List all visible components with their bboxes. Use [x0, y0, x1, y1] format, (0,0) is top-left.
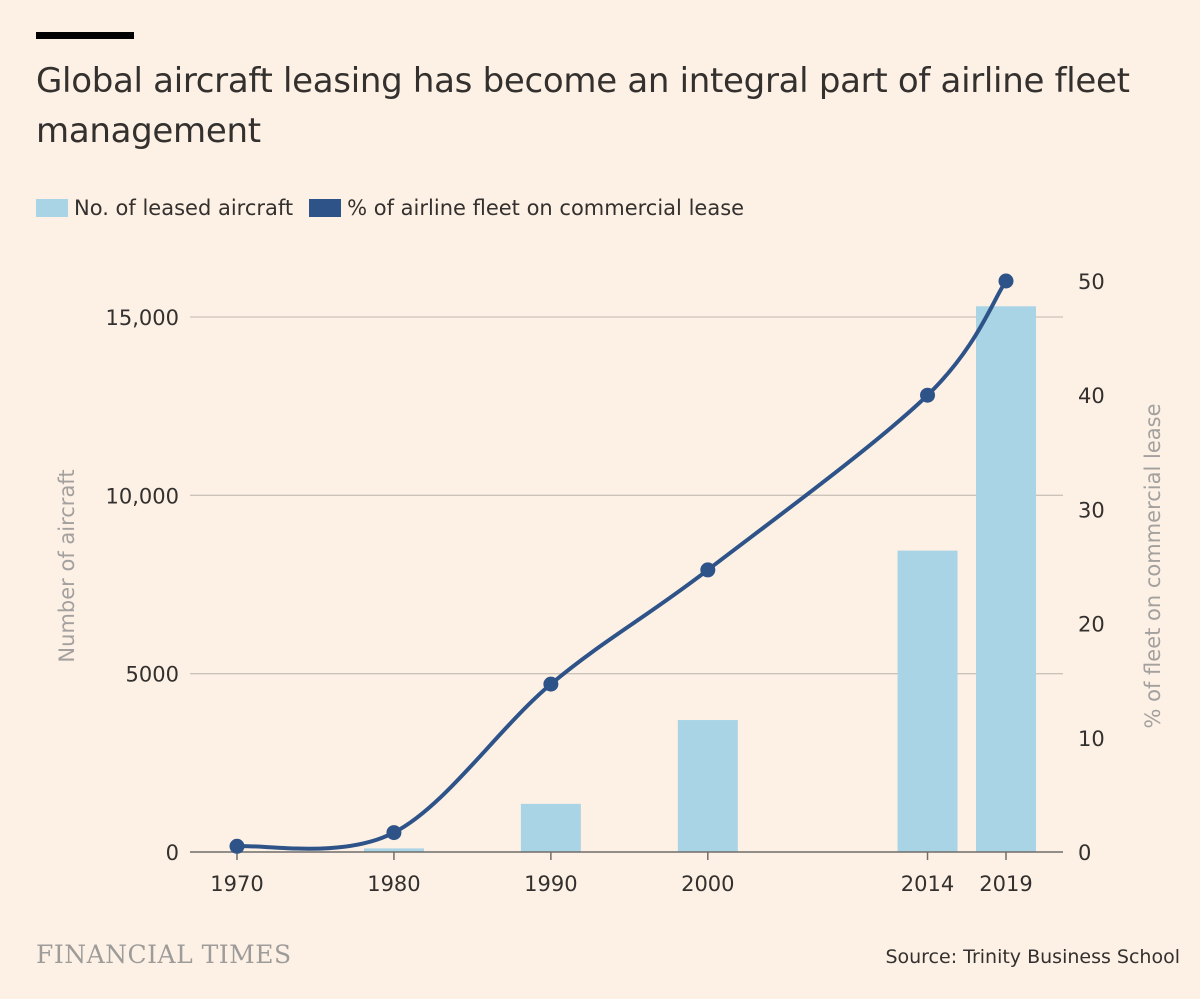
- legend-item-fleet-percentage: % of airline fleet on commercial lease: [309, 196, 744, 220]
- y-tick-label: 5000: [126, 663, 179, 687]
- legend-swatch-leased-aircraft: [36, 199, 68, 217]
- y2-tick-label: 10: [1078, 727, 1105, 751]
- x-tick-label: 1980: [367, 872, 420, 896]
- bar: [897, 550, 958, 852]
- y2-axis-title: % of fleet on commercial lease: [1141, 404, 1165, 729]
- bar: [520, 803, 581, 852]
- y-tick-label: 0: [166, 841, 179, 865]
- title-rule: [36, 32, 134, 39]
- chart-title: Global aircraft leasing has become an in…: [36, 61, 1130, 151]
- fleet-percentage-point: [920, 387, 936, 403]
- fleet-percentage-point: [386, 825, 402, 841]
- bar: [363, 848, 424, 852]
- fleet-percentage-point: [543, 676, 559, 692]
- y2-tick-label: 30: [1078, 498, 1105, 522]
- x-tick-label: 1990: [524, 872, 577, 896]
- y2-tick-label: 50: [1078, 270, 1105, 294]
- x-tick-label: 2014: [901, 872, 954, 896]
- fleet-percentage-point: [229, 838, 245, 854]
- y2-tick-label: 40: [1078, 384, 1105, 408]
- x-tick-label: 2019: [979, 872, 1032, 896]
- fleet-percentage-point: [700, 562, 716, 578]
- legend-swatch-fleet-percentage: [309, 199, 342, 217]
- y-tick-label: 15,000: [106, 306, 179, 330]
- fleet-percentage-point: [998, 273, 1014, 289]
- x-tick-label: 1970: [210, 872, 263, 896]
- y2-tick-label: 0: [1078, 841, 1091, 865]
- legend-item-leased-aircraft: No. of leased aircraft: [36, 196, 293, 220]
- y2-tick-label: 20: [1078, 613, 1105, 637]
- y-axis-title: Number of aircraft: [55, 469, 79, 662]
- legend-label-leased-aircraft: No. of leased aircraft: [74, 196, 294, 220]
- source-note: Source: Trinity Business School: [885, 946, 1180, 968]
- bar: [677, 720, 738, 852]
- y-tick-label: 10,000: [106, 484, 179, 508]
- fleet-percentage-line: [236, 279, 1008, 851]
- legend: No. of leased aircraft % of airline flee…: [36, 196, 760, 220]
- legend-label-fleet-percentage: % of airline fleet on commercial lease: [347, 196, 745, 220]
- bar: [976, 306, 1036, 852]
- ft-logo: FINANCIAL TIMES: [36, 940, 292, 969]
- x-tick-label: 2000: [681, 872, 734, 896]
